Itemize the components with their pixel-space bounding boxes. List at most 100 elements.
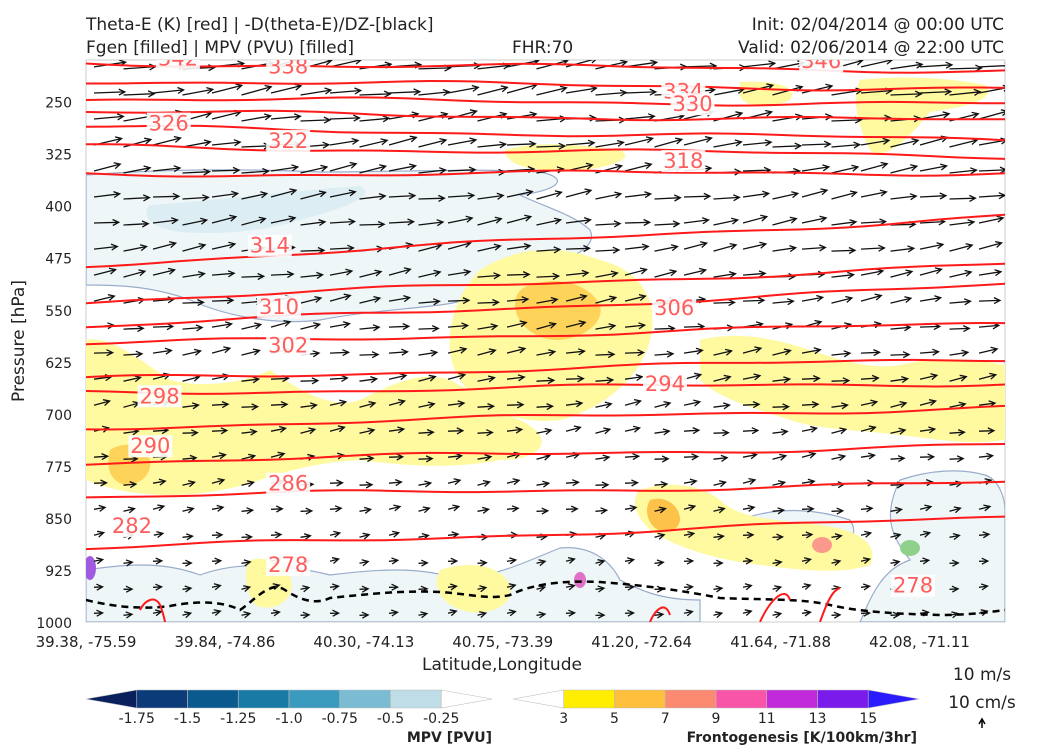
wind-arrow (949, 167, 978, 175)
wind-arrow (123, 325, 145, 333)
fgen-colorbar-title: Frontogenesis [K/100km/3hr] (687, 730, 917, 746)
wind-arrow (359, 506, 373, 514)
wind-arrow (772, 480, 787, 488)
mpv-core-green (900, 540, 920, 556)
wind-arrow (742, 270, 767, 278)
wind-arrow (713, 429, 730, 437)
contour-label: 346 (801, 49, 841, 73)
wind-arrow (418, 88, 451, 97)
wind-arrow (860, 374, 880, 382)
wind-arrow (624, 322, 647, 330)
wind-arrow (831, 141, 862, 149)
wind-arrow (683, 399, 702, 407)
colorbar-swatch (237, 689, 290, 709)
wind-arrow (447, 372, 467, 380)
wind-arrow (801, 140, 832, 148)
wind-arrow (919, 267, 943, 276)
wind-arrow (565, 320, 587, 328)
wind-arrow (329, 114, 361, 122)
wind-arrow (477, 298, 500, 307)
wind-arrow (270, 113, 302, 121)
wind-arrow (270, 609, 281, 617)
wind-arrow (713, 402, 731, 410)
wind-arrow (565, 293, 588, 302)
wind-arrow (182, 480, 196, 488)
wind-arrow (595, 246, 621, 254)
wind-arrow (978, 346, 999, 354)
colorbar-swatch (614, 689, 666, 709)
wind-arrow (831, 164, 860, 174)
wind-arrow (329, 557, 341, 564)
wind-arrow (978, 372, 998, 380)
contour-label-bg (146, 112, 191, 135)
wind-arrow (241, 403, 260, 411)
wind-arrow (152, 583, 164, 591)
wind-arrow (801, 451, 817, 459)
fgen-core-mid (515, 281, 601, 340)
wind-arrow (713, 194, 741, 202)
wind-arrow (182, 324, 204, 332)
wind-arrow (506, 189, 534, 198)
wind-arrow (831, 507, 845, 515)
wind-arrow (713, 299, 736, 307)
y-tick-label: 625 (45, 356, 72, 372)
wind-arrow (93, 113, 125, 121)
wind-arrow (890, 611, 901, 619)
wind-arrow (300, 322, 322, 330)
wind-arrow (536, 190, 563, 200)
wind-arrow (329, 137, 360, 146)
wind-arrow (123, 611, 134, 619)
wind-arrow (388, 530, 401, 538)
wind-arrow (329, 161, 358, 172)
wind-arrow (241, 272, 266, 281)
wind-arrow (831, 219, 858, 227)
wind-arrow (506, 426, 524, 434)
wind-arrow (654, 137, 684, 148)
wind-arrow (152, 267, 177, 276)
wind-arrow (447, 531, 460, 539)
colorbar-tick-label: 11 (758, 711, 776, 727)
wind-arrow (418, 194, 446, 202)
wind-arrow (890, 61, 924, 70)
wind-arrow (831, 611, 842, 619)
colorbar-tick-label: 9 (712, 711, 721, 727)
wind-arrow (860, 399, 879, 407)
wind-arrow (506, 346, 527, 354)
colorbar-tick-label: -0.25 (423, 711, 459, 727)
wind-arrow (772, 533, 785, 541)
wind-arrow (713, 348, 734, 356)
wind-arrow (506, 374, 526, 382)
wind-arrow (418, 167, 447, 175)
wind-arrow (359, 90, 392, 98)
wind-arrow (300, 295, 323, 304)
wind-arrow (477, 375, 496, 383)
wind-arrow (624, 609, 636, 617)
wind-arrow (801, 557, 813, 565)
colorbar-tick-label: 5 (610, 711, 619, 727)
wind-arrow (152, 347, 173, 355)
wind-arrow (595, 220, 622, 228)
wind-arrow (772, 216, 798, 226)
wind-arrow (241, 191, 269, 200)
wind-arrow (152, 478, 167, 486)
wind-arrow (654, 194, 682, 202)
wind-arrow (890, 90, 923, 98)
wind-arrow (831, 271, 856, 279)
wind-arrow (329, 268, 354, 276)
wind-arrow (447, 192, 476, 200)
wind-arrow (624, 453, 641, 461)
wind-arrow (683, 241, 709, 250)
wind-arrow (182, 611, 193, 619)
wind-arrow (801, 244, 827, 252)
wind-arrow (152, 557, 164, 565)
wind-arrow (211, 452, 227, 460)
contour-label-bg (155, 60, 200, 70)
x-tick-label: 41.64, -71.88 (730, 633, 831, 651)
wind-arrow (742, 609, 753, 616)
theta-e-contour-line (86, 515, 1005, 551)
wind-arrow (300, 533, 312, 541)
wind-arrow (211, 346, 232, 354)
wind-arrow (300, 427, 317, 435)
wind-arrow (624, 88, 658, 96)
theta-e-contour-line (86, 480, 1005, 499)
